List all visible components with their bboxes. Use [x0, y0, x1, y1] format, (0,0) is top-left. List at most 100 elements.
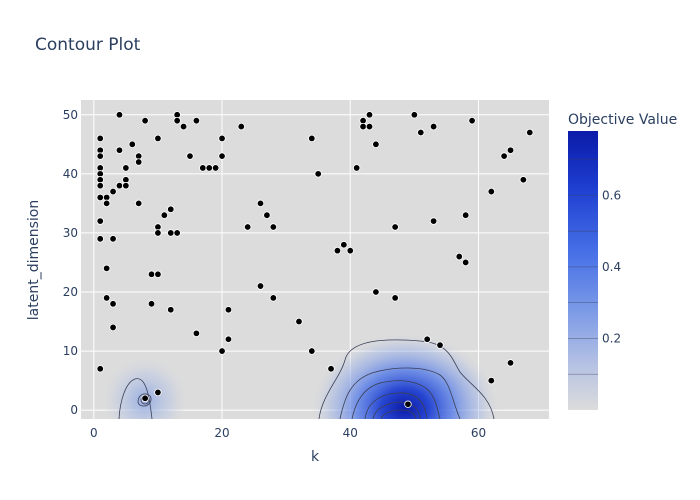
contour-peak-main: [305, 330, 505, 419]
colorbar-tick-label: 0.2: [602, 331, 621, 345]
trial-point: [96, 152, 104, 160]
colorbar-title: Objective Value: [568, 112, 677, 128]
trial-point: [218, 347, 226, 355]
y-tick-label: 0: [70, 403, 78, 417]
trial-point: [224, 306, 233, 314]
x-tick-label: 40: [343, 426, 358, 440]
x-tick-label: 60: [471, 426, 486, 440]
trial-point: [506, 146, 515, 154]
y-tick-label: 40: [63, 167, 78, 181]
colorbar-level-lines: [568, 159, 598, 375]
plot-area: [81, 100, 549, 419]
trial-point: [365, 122, 374, 131]
colorbar-tick-label: 0.6: [602, 188, 621, 202]
trial-point: [410, 111, 419, 119]
trial-point: [109, 187, 117, 196]
x-axis-ticks: 0 20 40 60: [90, 426, 486, 440]
contour-line-6: [380, 409, 417, 419]
trial-point: [429, 217, 438, 225]
trial-point: [134, 158, 143, 166]
trial-point: [372, 288, 380, 296]
trial-point: [173, 116, 181, 125]
trial-point: [147, 300, 156, 308]
colorbar: Objective Value 0.2 0.4 0.6: [568, 112, 677, 410]
trial-point: [154, 388, 162, 397]
trial-point: [423, 335, 431, 343]
trial-point: [500, 152, 508, 160]
trial-point: [243, 223, 252, 231]
trial-point: [167, 306, 175, 314]
trial-point: [256, 199, 265, 208]
trial-point: [487, 376, 496, 385]
trial-point: [519, 176, 528, 184]
trial-point: [109, 323, 117, 332]
trial-point: [218, 152, 226, 160]
trial-point: [314, 170, 322, 178]
contour-line-5: [372, 401, 421, 419]
trial-point: [154, 134, 162, 143]
trial-point: [122, 181, 130, 190]
contour-line-1: [318, 339, 495, 419]
trial-point: [468, 116, 476, 125]
trial-point: [218, 134, 226, 143]
trial-point: [346, 246, 354, 255]
trial-point: [134, 199, 143, 208]
colorbar-tick-label: 0.4: [602, 260, 621, 274]
trial-point: [102, 294, 111, 302]
trial-point: [96, 134, 104, 143]
x-tick-label: 0: [90, 426, 98, 440]
trial-point: [256, 282, 265, 290]
trial-point: [404, 400, 412, 408]
trial-point: [167, 205, 175, 213]
trial-point: [455, 252, 463, 261]
trial-point: [192, 329, 201, 338]
y-tick-label: 30: [63, 226, 78, 240]
trial-point: [173, 229, 181, 237]
trial-point: [263, 211, 271, 219]
trial-point: [96, 217, 104, 225]
trial-point: [115, 146, 124, 154]
trial-point: [295, 317, 303, 326]
trial-point: [224, 335, 233, 343]
contour-line-3: [351, 380, 441, 419]
trial-point: [461, 258, 470, 267]
trial-point: [147, 270, 156, 278]
trial-point: [352, 164, 361, 172]
trial-point: [211, 164, 220, 172]
trial-point: [372, 140, 380, 149]
trial-point: [391, 294, 399, 302]
trial-point: [154, 229, 162, 237]
y-axis-ticks: 0 10 20 30 40 50: [63, 108, 78, 417]
trial-point: [359, 122, 367, 131]
trial-point: [269, 294, 278, 302]
trial-point: [96, 365, 104, 373]
trial-point: [109, 235, 117, 243]
trial-point: [487, 187, 496, 196]
trial-point: [436, 341, 444, 349]
trial-point: [205, 164, 213, 172]
trial-points: [96, 111, 534, 408]
trial-point: [122, 164, 130, 172]
trial-point: [461, 211, 470, 219]
trial-point: [167, 229, 175, 237]
trial-point: [327, 365, 335, 373]
trial-point: [269, 223, 278, 231]
y-tick-label: 20: [63, 285, 78, 299]
trial-point: [333, 246, 342, 255]
trial-point: [128, 140, 136, 149]
trial-point: [115, 111, 124, 119]
trial-point: [141, 116, 149, 125]
contour-fill: [105, 330, 505, 419]
trial-point: [237, 122, 245, 131]
trial-point: [102, 199, 111, 208]
trial-point: [391, 223, 399, 231]
trial-point: [417, 128, 425, 137]
trial-point: [102, 264, 111, 273]
trial-point: [308, 347, 316, 355]
contour-line-4: [364, 392, 428, 419]
y-tick-label: 10: [63, 344, 78, 358]
colorbar-ticks: 0.2 0.4 0.6: [602, 188, 621, 345]
x-tick-label: 20: [214, 426, 229, 440]
colorbar-gradient: [568, 131, 598, 410]
